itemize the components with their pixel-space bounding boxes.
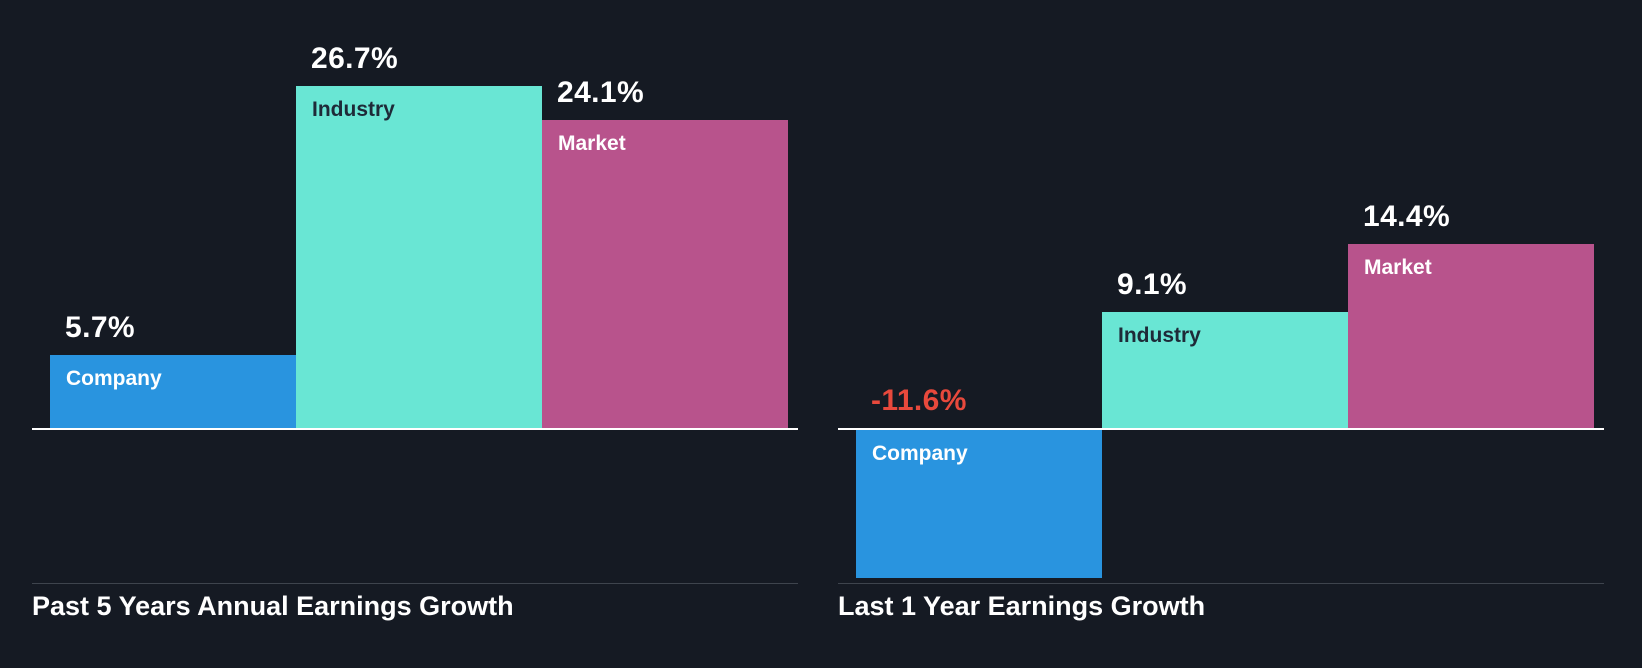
- bar-value-label: -11.6%: [871, 384, 967, 417]
- zero-baseline: [838, 428, 1604, 430]
- panel-divider: [32, 583, 798, 584]
- chart-title: Past 5 Years Annual Earnings Growth: [32, 591, 514, 621]
- bar-company: Company: [856, 430, 1102, 579]
- bar-category-label: Industry: [1118, 323, 1201, 347]
- plot-area: Company -11.6% Industry 9.1% Market 14.4%: [838, 0, 1604, 583]
- bar-value-label: 9.1%: [1117, 267, 1187, 301]
- bar-category-label: Market: [558, 131, 626, 155]
- bar-market: Market: [1348, 243, 1594, 428]
- bar-industry: Industry: [1102, 311, 1348, 428]
- bar-category-label: Industry: [312, 98, 395, 122]
- bar-value-label: 24.1%: [557, 75, 645, 109]
- plot-area: Company 5.7% Industry 26.7% Market 24.1%: [32, 0, 798, 583]
- bar-value-label: 5.7%: [65, 311, 135, 345]
- bar-category-label: Market: [1364, 255, 1432, 279]
- chart-panel-last-1-year: Company -11.6% Industry 9.1% Market 14.4% Las…: [838, 0, 1604, 668]
- bar-category-label: Company: [66, 367, 162, 391]
- bar-value-label: 14.4%: [1363, 199, 1451, 233]
- bar-value-label: 26.7%: [311, 42, 399, 76]
- bar-industry: Industry: [296, 86, 542, 428]
- bar-company: Company: [50, 355, 296, 428]
- bar-market: Market: [542, 119, 788, 428]
- bar-category-label: Company: [872, 442, 968, 465]
- chart-title: Last 1 Year Earnings Growth: [838, 591, 1206, 621]
- zero-baseline: [32, 428, 798, 430]
- chart-panel-past-5-years: Company 5.7% Industry 26.7% Market 24.1% Past…: [32, 0, 798, 668]
- panel-divider: [838, 583, 1604, 584]
